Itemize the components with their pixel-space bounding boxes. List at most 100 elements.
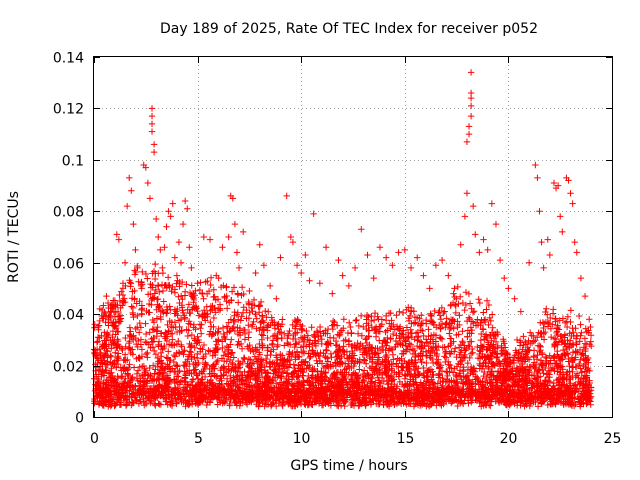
- data-point: [203, 303, 210, 310]
- data-point: [130, 364, 138, 371]
- data-point: [230, 317, 237, 324]
- data-point: [163, 309, 171, 317]
- data-point: [447, 316, 455, 323]
- data-point: [239, 399, 247, 406]
- data-point: [292, 341, 299, 348]
- data-point: [441, 353, 448, 360]
- data-point: [424, 373, 431, 380]
- data-point: [430, 331, 438, 338]
- data-point: [523, 363, 531, 370]
- data-point: [467, 350, 475, 357]
- data-point: [581, 340, 589, 347]
- data-point: [199, 289, 206, 297]
- data-point: [564, 313, 572, 320]
- data-point: [495, 358, 502, 366]
- data-point: [580, 344, 588, 351]
- data-point: [112, 401, 119, 409]
- data-point: [230, 354, 237, 361]
- data-point: [196, 321, 204, 328]
- data-point: [456, 321, 463, 329]
- data-point: [543, 305, 550, 312]
- data-point: [167, 306, 174, 314]
- data-point: [466, 315, 474, 323]
- data-point: [265, 308, 272, 315]
- data-point: [442, 349, 449, 357]
- data-point: [465, 400, 472, 407]
- data-point: [112, 331, 119, 338]
- data-point: [435, 309, 442, 316]
- data-point: [240, 290, 247, 298]
- data-point: [105, 370, 113, 377]
- data-point: [159, 346, 166, 353]
- data-point: [264, 344, 272, 351]
- data-point: [354, 330, 362, 337]
- data-point: [130, 313, 137, 321]
- data-point: [100, 380, 107, 387]
- data-point: [293, 349, 301, 356]
- data-point: [541, 320, 548, 327]
- data-point: [534, 403, 542, 410]
- data-point: [354, 339, 361, 347]
- data-point: [488, 351, 495, 359]
- data-point: [194, 375, 202, 383]
- data-point: [481, 368, 488, 376]
- data-point: [228, 288, 236, 295]
- data-point: [459, 328, 466, 335]
- data-point: [169, 336, 176, 343]
- data-point: [300, 349, 308, 357]
- data-point: [202, 317, 209, 324]
- data-point: [567, 318, 574, 326]
- data-point: [116, 291, 123, 299]
- data-point: [488, 329, 496, 336]
- data-point: [325, 339, 332, 347]
- data-point: [203, 290, 211, 298]
- data-point: [292, 318, 300, 325]
- data-point: [348, 329, 355, 337]
- data-point: [289, 403, 296, 410]
- data-point: [376, 367, 383, 374]
- data-point: [382, 328, 389, 336]
- data-point: [122, 343, 129, 350]
- data-point: [101, 329, 108, 336]
- data-point: [120, 299, 127, 306]
- data-point: [269, 337, 277, 344]
- data-point: [345, 319, 353, 326]
- data-point: [97, 383, 104, 391]
- data-point: [483, 306, 490, 313]
- data-point: [329, 317, 337, 325]
- data-point: [221, 294, 229, 302]
- data-point: [553, 329, 560, 337]
- data-point: [177, 341, 185, 349]
- data-point: [446, 330, 453, 337]
- data-point: [327, 378, 335, 386]
- data-point: [139, 375, 147, 382]
- data-point: [398, 367, 406, 374]
- data-point: [454, 318, 461, 325]
- data-point: [492, 398, 499, 405]
- data-point: [577, 365, 584, 372]
- data-point: [192, 366, 199, 373]
- data-point: [487, 402, 494, 409]
- data-point: [201, 361, 209, 368]
- data-point: [128, 375, 135, 382]
- data-point: [149, 294, 157, 301]
- data-point: [398, 400, 405, 407]
- data-point: [240, 354, 248, 362]
- data-point: [171, 319, 179, 326]
- data-point: [133, 370, 141, 378]
- data-point: [173, 361, 181, 369]
- data-point: [438, 304, 446, 312]
- data-point: [459, 338, 466, 345]
- data-point: [148, 377, 156, 384]
- data-point: [170, 358, 178, 366]
- data-point: [452, 345, 459, 352]
- data-point: [423, 359, 430, 367]
- data-point: [382, 369, 389, 376]
- data-point: [301, 400, 308, 408]
- data-point: [185, 301, 193, 308]
- data-point: [339, 360, 346, 367]
- data-point: [101, 337, 108, 344]
- data-point: [358, 332, 366, 339]
- data-point: [249, 300, 256, 308]
- data-point: [313, 385, 320, 392]
